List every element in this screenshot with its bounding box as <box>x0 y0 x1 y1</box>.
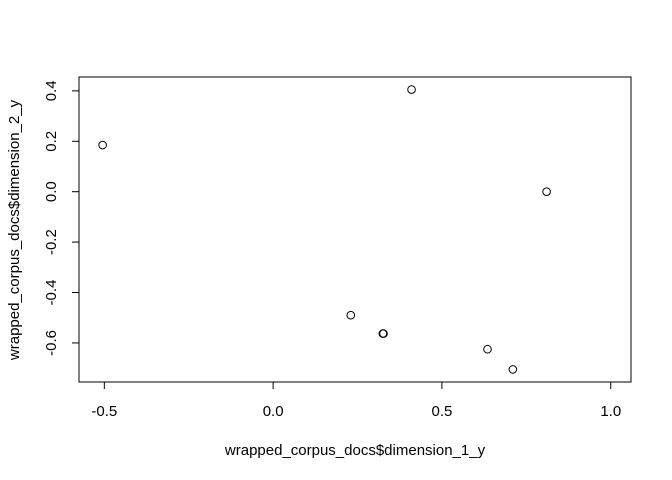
data-points <box>98 85 551 374</box>
y-axis: -0.6 -0.4 -0.2 0.0 0.2 0.4 <box>43 80 80 356</box>
data-point <box>407 85 416 94</box>
y-tick-label: 0.0 <box>43 181 60 202</box>
data-point <box>98 140 107 150</box>
x-tick-label: 1.0 <box>600 403 621 420</box>
x-tick-label: -0.5 <box>91 403 117 420</box>
y-tick-label: -0.4 <box>43 280 60 306</box>
x-tick-label: 0.5 <box>432 403 453 420</box>
data-point <box>508 365 518 374</box>
x-tick-label: 0.0 <box>263 403 284 420</box>
x-axis-label: wrapped_corpus_docs$dimension_1_y <box>224 442 486 459</box>
y-tick-label: 0.4 <box>43 80 60 101</box>
data-point <box>483 344 492 354</box>
y-axis-label: wrapped_corpus_docs$dimension_2_y <box>6 99 23 361</box>
x-axis: -0.5 0.0 0.5 1.0 <box>91 381 621 420</box>
data-point <box>379 329 388 338</box>
data-point <box>346 310 356 320</box>
data-point <box>542 187 551 196</box>
y-tick-label: -0.2 <box>43 229 60 255</box>
y-tick-label: 0.2 <box>43 131 60 152</box>
y-tick-label: -0.6 <box>43 330 60 356</box>
